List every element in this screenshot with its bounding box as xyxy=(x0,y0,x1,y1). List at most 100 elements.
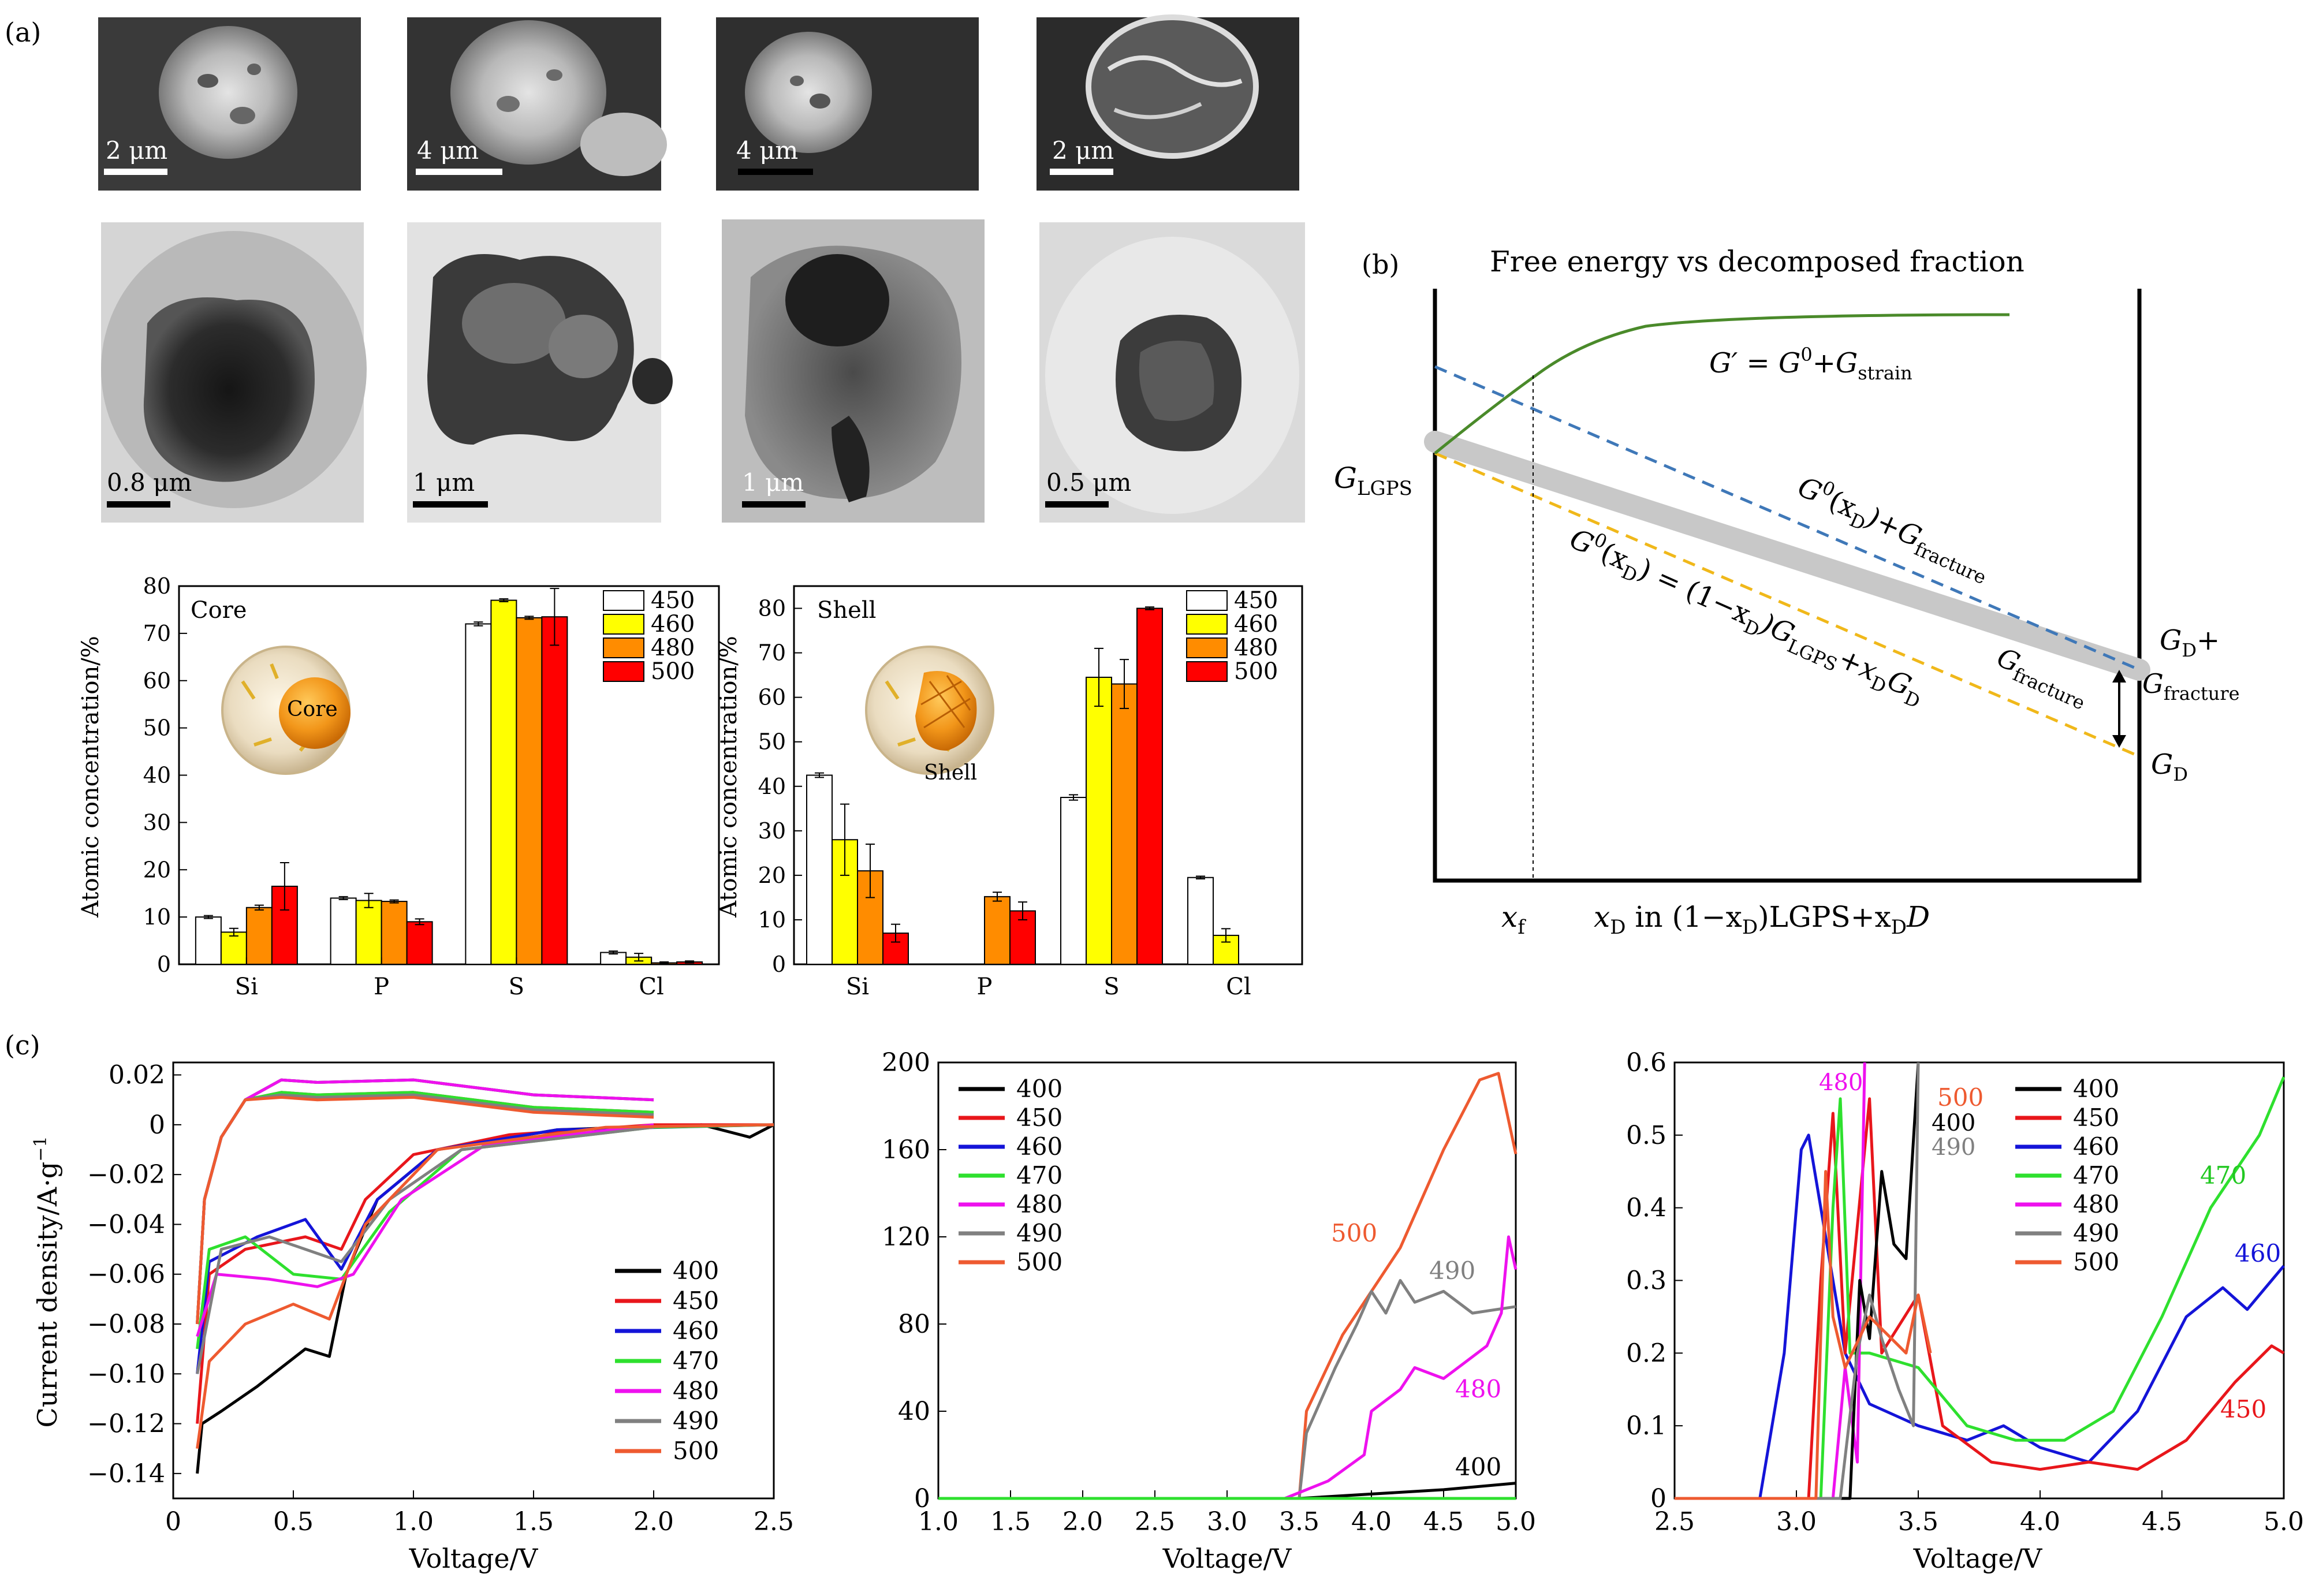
shell-ytick-label: 40 xyxy=(758,774,786,799)
ls-annotation-490: 490 xyxy=(1429,1256,1475,1285)
xf-label: xf xyxy=(1501,900,1526,939)
shell-bar-chart: 0 10 20 30 40 50 60 70 80 Si P S Cl Shell Shell 450… xyxy=(715,585,1303,1000)
core-ylabel: Atomic concentration/% xyxy=(77,636,104,918)
core-ytick-label: 80 xyxy=(143,573,171,599)
ls-xtick-label: 3.0 xyxy=(1207,1507,1247,1537)
sem-image-1 xyxy=(98,17,361,191)
sem-scale-3: 4 μm xyxy=(736,136,798,165)
shell-ytick-label: 10 xyxy=(758,907,786,933)
tem-image-2 xyxy=(407,222,673,523)
core-bar-S-480 xyxy=(516,617,543,965)
core-ytick-label: 40 xyxy=(143,763,171,788)
ls-xtick-label: 4.5 xyxy=(1423,1507,1464,1537)
shell-title: Shell xyxy=(817,597,876,624)
sem-image-3 xyxy=(716,17,979,191)
cv-curve-500-anodic xyxy=(196,1095,654,1325)
core-bar-P-480 xyxy=(381,901,408,965)
ls-curve-490 xyxy=(938,1279,1516,1500)
zoom-chart: 0 0.1 0.2 0.3 0.4 0.5 0.6 2.5 3.0 3.5 4.0 4.5 5.0 40… xyxy=(1626,1048,2304,1574)
core-xtick-label: P xyxy=(374,974,389,1000)
cv-legend-label: 450 xyxy=(673,1287,719,1315)
shell-plot-frame xyxy=(793,585,1303,965)
zm-ytick-label: 0.3 xyxy=(1626,1266,1666,1296)
core-bar-Si-460 xyxy=(220,931,247,965)
tem-scale-4: 0.5 μm xyxy=(1046,468,1131,497)
shell-ytick-label: 50 xyxy=(758,729,786,755)
zm-legend-label: 450 xyxy=(2073,1103,2119,1132)
ls-annotation-400: 400 xyxy=(1455,1453,1501,1481)
cv-ytick-label: 0 xyxy=(149,1110,165,1140)
ls-legend-label: 490 xyxy=(1016,1219,1062,1247)
cv-ytick-label: −0.10 xyxy=(87,1359,165,1389)
zm-xtick-label: 4.5 xyxy=(2142,1507,2182,1537)
core-bar-P-500 xyxy=(406,921,433,965)
ls-xtick-label: 1.5 xyxy=(990,1507,1031,1537)
ls-legend-label: 460 xyxy=(1016,1132,1062,1161)
ls-ytick-label: 0 xyxy=(914,1484,930,1513)
sem-scale-2: 4 μm xyxy=(417,136,479,165)
ls-legend-label: 450 xyxy=(1016,1103,1062,1132)
ls-xtick-label: 3.5 xyxy=(1279,1507,1319,1537)
cv-legend-label: 470 xyxy=(673,1347,719,1375)
core-xtick-label: S xyxy=(509,974,524,1000)
shell-bar-S-450 xyxy=(1060,797,1087,965)
core-bar-chart: 0 10 20 30 40 50 60 70 80 Si P S Cl Core Core 45046… xyxy=(77,573,720,1000)
panel-label-b: (b) xyxy=(1362,249,1399,280)
core-xtick-label: Si xyxy=(235,974,258,1000)
shell-legend-swatch xyxy=(1186,614,1228,635)
shell-legend-swatch xyxy=(1186,590,1228,611)
zoom-annotation-470: 470 xyxy=(2200,1161,2246,1189)
tem-scale-3: 1 μm xyxy=(742,468,804,497)
shell-legend-label: 480 xyxy=(1234,635,1278,661)
zm-legend-label: 500 xyxy=(2073,1248,2119,1276)
cv-xtick-label: 2.5 xyxy=(754,1507,794,1537)
zm-legend-label: 400 xyxy=(2073,1075,2119,1103)
cv-legend-label: 400 xyxy=(673,1256,719,1285)
shell-ytick-label: 30 xyxy=(758,818,786,844)
right-gd-label: GD xyxy=(2151,748,2188,785)
core-bar-P-450 xyxy=(330,897,357,965)
cv-ytick-label: 0.02 xyxy=(109,1061,165,1090)
cv-xtick-label: 2.0 xyxy=(633,1507,674,1537)
shell-ytick-label: 80 xyxy=(758,596,786,621)
shell-legend-label: 460 xyxy=(1234,611,1278,637)
ls-annotation-480: 480 xyxy=(1455,1375,1501,1403)
core-bar-S-460 xyxy=(490,599,517,965)
tem-image-4 xyxy=(1039,222,1305,523)
core-ytick-label: 0 xyxy=(157,952,171,977)
cv-curve-490-cathodic xyxy=(196,1125,654,1374)
core-bar-P-460 xyxy=(355,900,382,965)
cv-curve-480-anodic xyxy=(196,1078,654,1325)
core-legend-swatch xyxy=(603,661,644,682)
zm-ytick-label: 0 xyxy=(1650,1484,1666,1513)
energy-xlabel: xD in (1−xD)LGPS+xDD xyxy=(1594,900,1930,939)
core-bar-S-450 xyxy=(465,623,492,965)
core-bar-S-500 xyxy=(541,616,568,965)
core-ytick-label: 60 xyxy=(143,668,171,693)
shell-bar-Si-450 xyxy=(806,774,833,965)
cv-ytick-label: −0.08 xyxy=(87,1310,165,1339)
ls-ytick-label: 200 xyxy=(882,1048,930,1077)
shell-legend-swatch xyxy=(1186,661,1228,682)
core-legend-label: 480 xyxy=(651,635,695,661)
tem-scale-1: 0.8 μm xyxy=(107,468,192,497)
zoom-curve-450 xyxy=(1675,1097,2285,1500)
zm-legend-label: 480 xyxy=(2073,1190,2119,1218)
g-strain-curve xyxy=(1434,313,2010,454)
cv-curve-470-anodic xyxy=(196,1091,654,1325)
zoom-xlabel: Voltage/V xyxy=(1913,1543,2042,1574)
zoom-annotation-460: 460 xyxy=(2235,1239,2281,1267)
zm-xtick-label: 4.0 xyxy=(2020,1507,2060,1537)
shell-ytick-label: 60 xyxy=(758,685,786,710)
core-legend-swatch xyxy=(603,614,644,635)
cv-curve-450-anodic xyxy=(196,1091,654,1325)
tem-image-3 xyxy=(722,219,985,523)
core-legend-label: 460 xyxy=(651,611,695,637)
shell-legend-label: 450 xyxy=(1234,587,1278,614)
zoom-curve-490 xyxy=(1675,1062,1920,1500)
core-legend-swatch xyxy=(603,637,644,658)
zm-xtick-label: 3.5 xyxy=(1898,1507,1938,1537)
shell-bar-S-460 xyxy=(1086,676,1112,965)
ls-ytick-label: 40 xyxy=(898,1397,930,1426)
zoom-curve-500 xyxy=(1675,1170,1932,1500)
